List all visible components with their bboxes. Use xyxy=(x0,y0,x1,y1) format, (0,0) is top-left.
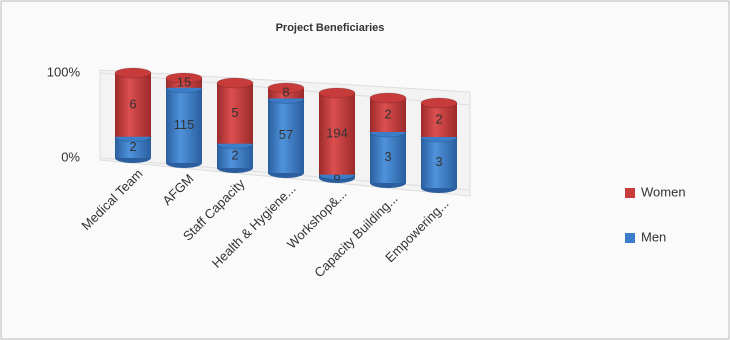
legend-swatch xyxy=(625,233,635,243)
y-tick-label: 0% xyxy=(61,149,80,164)
bar xyxy=(420,97,458,137)
data-label: 8 xyxy=(282,85,289,100)
bar xyxy=(267,82,305,99)
data-label: 3 xyxy=(384,149,391,164)
data-label: 2 xyxy=(435,111,442,126)
legend-label: Men xyxy=(641,229,666,244)
data-label: 2 xyxy=(231,147,238,162)
bar xyxy=(114,67,152,137)
bar xyxy=(165,72,203,88)
data-label: 194 xyxy=(326,125,348,140)
bar xyxy=(318,87,356,175)
legend-label: Women xyxy=(641,184,686,199)
bar xyxy=(369,92,407,132)
data-label: 115 xyxy=(174,117,195,132)
y-tick-label: 100% xyxy=(47,64,81,79)
data-label: 6 xyxy=(129,96,136,111)
data-label: 2 xyxy=(129,139,136,154)
data-label: 8 xyxy=(333,168,340,183)
bar xyxy=(420,131,458,188)
data-label: 15 xyxy=(177,74,191,89)
bar xyxy=(165,82,203,163)
data-label: 2 xyxy=(384,106,391,121)
data-label: 3 xyxy=(435,154,442,169)
bar xyxy=(216,77,254,144)
legend-swatch xyxy=(625,188,635,198)
chart-title: Project Beneficiaries xyxy=(276,22,385,34)
data-label: 57 xyxy=(279,127,293,142)
data-label: 5 xyxy=(231,105,238,120)
